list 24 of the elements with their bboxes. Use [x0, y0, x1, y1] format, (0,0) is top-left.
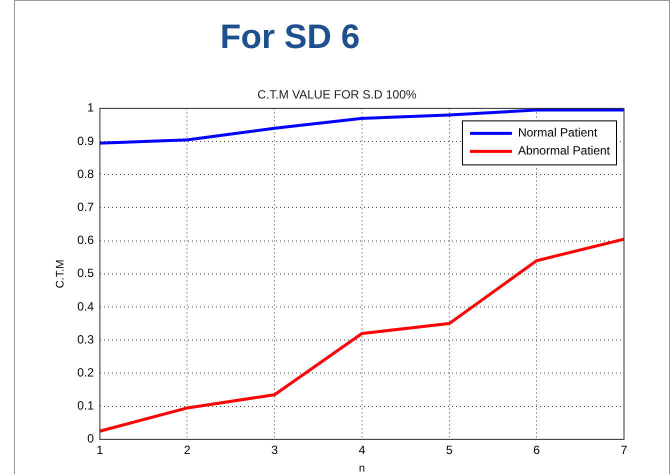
legend-label: Normal Patient: [518, 126, 598, 140]
x-tick-label: 5: [446, 442, 453, 457]
x-tick-label: 6: [533, 442, 540, 457]
y-tick-label: 0.8: [77, 166, 94, 181]
x-tick-label: 4: [358, 442, 366, 457]
x-tick-label: 7: [620, 442, 628, 457]
y-tick-label: 0: [87, 432, 94, 446]
chart-title: For SD 6: [219, 18, 361, 57]
y-tick-label: 1: [87, 100, 94, 115]
chart-subtitle: C.T.M VALUE FOR S.D 100%: [257, 88, 417, 102]
y-tick-label: 0.2: [77, 366, 94, 380]
y-tick-label: 0.5: [77, 266, 94, 280]
y-tick-label: 0.4: [77, 299, 94, 314]
y-tick-label: 0.9: [77, 134, 94, 148]
y-tick-label: 0.7: [77, 200, 94, 214]
y-axis-title: C.T.M: [54, 260, 67, 288]
y-tick-label: 0.1: [77, 398, 94, 413]
x-axis-title: n: [358, 462, 366, 474]
y-tick-label: 0.6: [77, 233, 94, 248]
y-tick-label: 0.3: [77, 332, 94, 346]
x-tick-label: 3: [271, 442, 278, 457]
legend-label: Abnormal Patient: [518, 144, 611, 158]
x-tick-label: 1: [96, 442, 104, 457]
x-tick-label: 2: [184, 442, 191, 457]
